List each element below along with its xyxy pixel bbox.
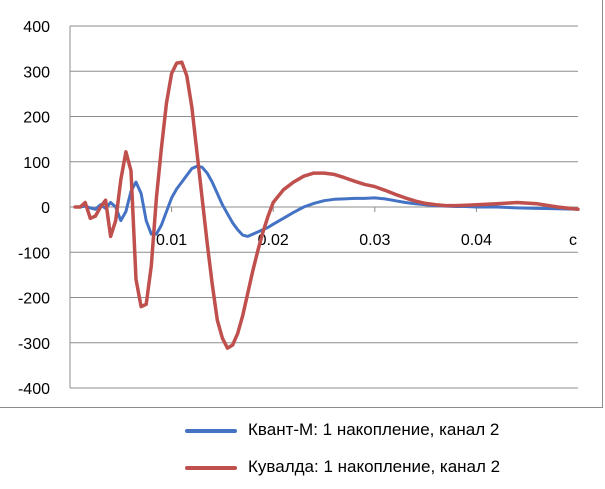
x-tick-label: 0.01 [156, 232, 187, 249]
x-tick-label: 0.02 [258, 232, 289, 249]
legend-swatch-kvant [185, 429, 237, 433]
legend-swatch-kuvalda [185, 466, 237, 470]
x-tick-label: 0.04 [461, 232, 492, 249]
chart-frame [0, 0, 603, 408]
legend-entry-kuvalda: Кувалда: 1 накопление, канал 2 [0, 453, 605, 483]
y-tick-label: -400 [18, 381, 50, 398]
legend-label-kuvalda: Кувалда: 1 накопление, канал 2 [248, 457, 501, 476]
y-tick-label: -100 [18, 245, 50, 262]
y-tick-label: 0 [41, 200, 50, 217]
x-tick-label: 0.03 [359, 232, 390, 249]
x-axis-unit-label: с [569, 232, 577, 249]
series-line-kuvalda [73, 60, 580, 350]
y-tick-label: 200 [23, 110, 50, 127]
series-line-kvant [73, 164, 580, 238]
y-tick-label: -200 [18, 291, 50, 308]
y-tick-label: 100 [23, 155, 50, 172]
line-chart: 400 300 200 100 0 -100 -200 -300 -400 0.01 0.02 0.0… [18, 19, 580, 398]
y-tick-label: 300 [23, 64, 50, 81]
legend-entry-kvant: Квант-М: 1 накопление, канал 2 [0, 416, 605, 446]
y-tick-label: -300 [18, 336, 50, 353]
legend-label-kvant: Квант-М: 1 накопление, канал 2 [248, 420, 500, 439]
y-tick-label: 400 [23, 19, 50, 36]
